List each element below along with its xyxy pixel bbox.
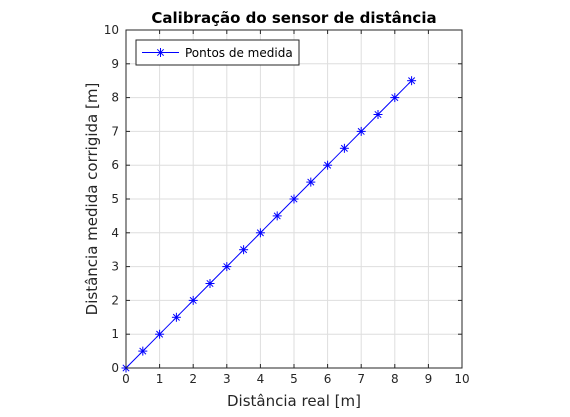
x-tick-label: 0 bbox=[122, 372, 130, 386]
y-tick-label: 0 bbox=[111, 361, 119, 375]
legend: Pontos de medida bbox=[135, 39, 300, 66]
data-point-marker bbox=[272, 211, 282, 221]
x-tick-label: 1 bbox=[156, 372, 164, 386]
y-tick-label: 5 bbox=[111, 192, 119, 206]
data-point-marker bbox=[255, 228, 265, 238]
y-tick-label: 4 bbox=[111, 226, 119, 240]
axis-ticks bbox=[125, 29, 463, 369]
tick-labels: 0 1 2 3 4 5 6 7 8 9 10 0 1 2 3 4 5 6 7 8 9 10 bbox=[104, 23, 470, 386]
x-tick-label: 3 bbox=[223, 372, 231, 386]
x-axis-label: Distância real [m] bbox=[227, 392, 361, 410]
data-point-marker bbox=[188, 295, 198, 305]
data-point-marker bbox=[239, 245, 249, 255]
data-point-marker bbox=[339, 143, 349, 153]
data-point-marker bbox=[205, 279, 215, 288]
x-tick-label: 7 bbox=[357, 372, 365, 386]
x-tick-label: 2 bbox=[189, 372, 197, 386]
data-point-marker bbox=[407, 76, 417, 86]
data-point-marker bbox=[356, 126, 366, 136]
y-tick-label: 8 bbox=[111, 91, 119, 105]
y-tick-label: 7 bbox=[111, 124, 119, 138]
y-tick-label: 10 bbox=[104, 23, 119, 37]
legend-marker-asterisk bbox=[156, 48, 165, 57]
data-point-marker bbox=[390, 93, 400, 103]
data-point-marker bbox=[138, 346, 148, 356]
y-axis-label: Distância medida corrigida [m] bbox=[83, 83, 101, 316]
data-point-marker bbox=[373, 110, 383, 119]
x-tick-label: 9 bbox=[425, 372, 433, 386]
data-point-marker bbox=[222, 262, 232, 272]
data-point-marker bbox=[323, 160, 333, 170]
y-tick-label: 9 bbox=[111, 57, 119, 71]
y-tick-label: 1 bbox=[111, 327, 119, 341]
x-tick-label: 6 bbox=[324, 372, 332, 386]
x-tick-label: 8 bbox=[391, 372, 399, 386]
data-point-marker bbox=[155, 329, 165, 339]
x-tick-label: 4 bbox=[257, 372, 265, 386]
x-tick-label: 10 bbox=[454, 372, 469, 386]
series-layer bbox=[121, 76, 417, 373]
data-point-marker bbox=[306, 177, 316, 187]
chart-title: Calibração do sensor de distância bbox=[151, 9, 436, 27]
legend-label: Pontos de medida bbox=[185, 46, 293, 60]
x-tick-label: 5 bbox=[290, 372, 298, 386]
data-point-marker bbox=[171, 312, 181, 322]
y-tick-label: 2 bbox=[111, 293, 119, 307]
y-tick-label: 3 bbox=[111, 260, 119, 274]
data-point-marker bbox=[289, 194, 299, 204]
y-tick-label: 6 bbox=[111, 158, 119, 172]
legend-marker bbox=[156, 48, 165, 57]
